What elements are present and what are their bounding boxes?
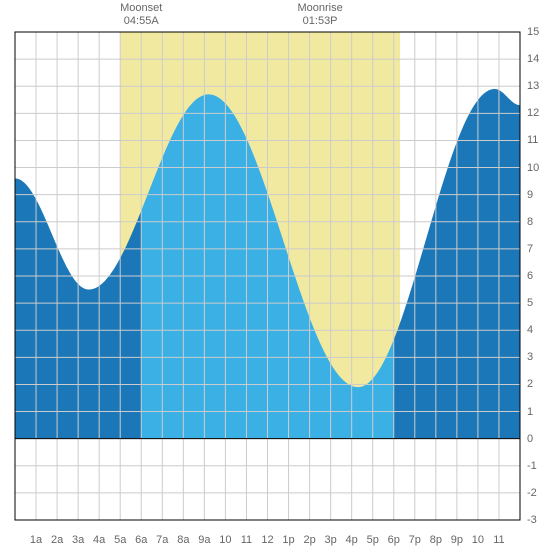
y-tick-label: 2 bbox=[527, 378, 533, 390]
x-tick-label: 11 bbox=[493, 534, 504, 546]
y-tick-label: 13 bbox=[527, 80, 539, 92]
moon-annotation-label: Moonset bbox=[120, 2, 162, 15]
y-tick-label: 12 bbox=[527, 107, 539, 119]
x-tick-label: 12 bbox=[261, 534, 273, 546]
y-tick-label: 6 bbox=[527, 270, 533, 282]
x-tick-label: 5p bbox=[367, 534, 379, 546]
y-tick-label: 3 bbox=[527, 351, 533, 363]
x-tick-label: 10 bbox=[219, 534, 231, 546]
x-tick-label: 2p bbox=[303, 534, 315, 546]
moon-annotations: Moonset04:55A Moonrise01:53P bbox=[0, 2, 550, 32]
y-tick-label: 15 bbox=[527, 26, 539, 38]
x-tick-label: 6p bbox=[388, 534, 400, 546]
y-tick-label: -2 bbox=[527, 487, 537, 499]
moon-annotation: Moonset04:55A bbox=[120, 2, 162, 28]
x-tick-label: 5a bbox=[114, 534, 126, 546]
x-tick-label: 9p bbox=[451, 534, 463, 546]
x-tick-label: 8p bbox=[430, 534, 442, 546]
y-axis-labels: -3-2-10123456789101112131415 bbox=[525, 0, 550, 550]
moon-annotation-label: Moonrise bbox=[297, 2, 342, 15]
x-tick-label: 4a bbox=[93, 534, 105, 546]
y-tick-label: 7 bbox=[527, 243, 533, 255]
x-tick-label: 7a bbox=[156, 534, 168, 546]
x-tick-label: 3p bbox=[325, 534, 337, 546]
x-tick-label: 6a bbox=[135, 534, 147, 546]
y-tick-label: 1 bbox=[527, 406, 533, 418]
y-tick-label: -3 bbox=[527, 514, 537, 526]
x-tick-label: 8a bbox=[177, 534, 189, 546]
moon-annotation-time: 04:55A bbox=[120, 15, 162, 28]
y-tick-label: -1 bbox=[527, 460, 537, 472]
y-tick-label: 0 bbox=[527, 433, 533, 445]
moon-annotation-time: 01:53P bbox=[297, 15, 342, 28]
y-tick-label: 5 bbox=[527, 297, 533, 309]
x-tick-label: 9a bbox=[198, 534, 210, 546]
x-tick-label: 7p bbox=[409, 534, 421, 546]
y-tick-label: 14 bbox=[527, 53, 539, 65]
x-tick-label: 10 bbox=[472, 534, 484, 546]
x-tick-label: 11 bbox=[241, 534, 252, 546]
x-axis-labels: 1a 2a 3a 4a 5a 6a 7a 8a 9a 10 11 12 1p 2p 3p 4p 5p 6p 7p 8p… bbox=[0, 532, 550, 550]
y-tick-label: 11 bbox=[527, 134, 538, 146]
y-tick-label: 10 bbox=[527, 162, 539, 174]
y-tick-label: 4 bbox=[527, 324, 533, 336]
x-tick-label: 1p bbox=[282, 534, 294, 546]
y-tick-label: 9 bbox=[527, 189, 533, 201]
y-tick-label: 8 bbox=[527, 216, 533, 228]
x-tick-label: 2a bbox=[51, 534, 63, 546]
x-tick-label: 4p bbox=[346, 534, 358, 546]
tide-chart-svg bbox=[0, 0, 550, 550]
moon-annotation: Moonrise01:53P bbox=[297, 2, 342, 28]
x-tick-label: 3a bbox=[72, 534, 84, 546]
x-tick-label: 1a bbox=[30, 534, 42, 546]
tide-chart: Moonset04:55AMoonrise01:53P -3-2-1012345… bbox=[0, 0, 550, 550]
